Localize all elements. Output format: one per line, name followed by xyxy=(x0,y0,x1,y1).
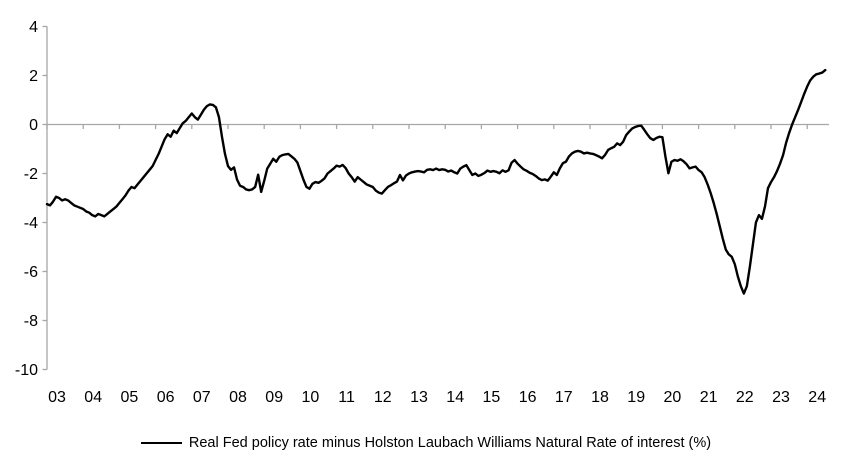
y-tick-label: 2 xyxy=(29,68,38,85)
x-tick-label: 18 xyxy=(591,389,609,406)
x-tick-label: 23 xyxy=(772,389,790,406)
x-tick-label: 20 xyxy=(664,389,682,406)
x-tick-label: 03 xyxy=(48,389,66,406)
axes xyxy=(42,25,829,371)
x-tick-label: 12 xyxy=(374,389,392,406)
x-tick-label: 06 xyxy=(157,389,175,406)
x-tick-label: 10 xyxy=(302,389,320,406)
y-tick-label: 4 xyxy=(29,19,38,36)
x-tick-label: 07 xyxy=(193,389,211,406)
x-tick-label: 13 xyxy=(410,389,428,406)
x-tick-label: 11 xyxy=(338,389,355,406)
y-tick-label: -8 xyxy=(24,313,38,330)
x-tick-label: 15 xyxy=(483,389,501,406)
x-tick-label: 17 xyxy=(555,389,573,406)
x-tick-label: 19 xyxy=(627,389,645,406)
data-series xyxy=(45,68,827,295)
legend-label: Real Fed policy rate minus Holston Lauba… xyxy=(188,435,712,451)
x-tick-label: 16 xyxy=(519,389,537,406)
y-tick-label: -2 xyxy=(24,166,38,183)
x-tick-label: 04 xyxy=(84,389,102,406)
x-tick-label: 24 xyxy=(808,389,826,406)
chart-legend: Real Fed policy rate minus Holston Lauba… xyxy=(0,431,852,455)
y-tick-label: 0 xyxy=(29,117,38,134)
x-tick-label: 09 xyxy=(265,389,283,406)
series-line xyxy=(45,68,827,295)
x-tick-label: 21 xyxy=(700,389,718,406)
y-tick-label: -6 xyxy=(24,264,38,281)
x-tick-label: 14 xyxy=(446,389,464,406)
y-tick-label: -10 xyxy=(15,362,38,379)
legend-line-marker xyxy=(140,442,182,444)
x-tick-label: 22 xyxy=(736,389,754,406)
x-tick-label: 08 xyxy=(229,389,247,406)
x-tick-label: 05 xyxy=(121,389,139,406)
y-tick-label: -4 xyxy=(24,215,38,232)
